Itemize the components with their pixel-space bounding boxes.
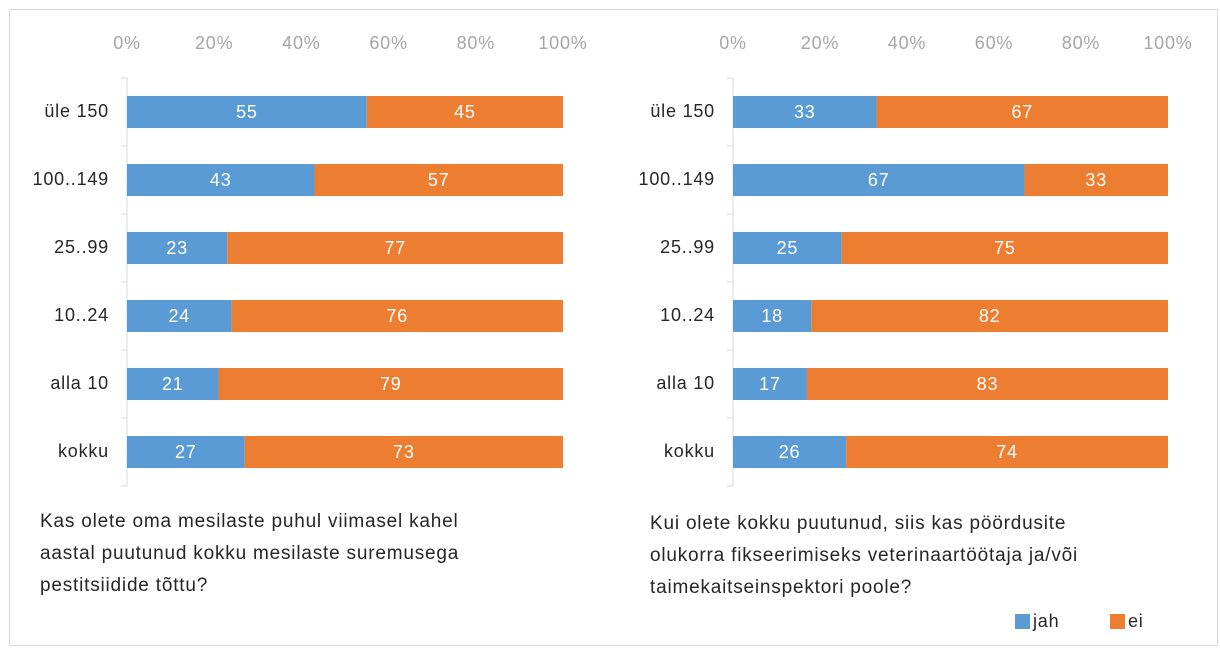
x-tick-label: 100%: [1143, 33, 1192, 53]
chart-title: Kas olete oma mesilaste puhul viimasel k…: [40, 511, 459, 532]
y-tick-label: üle 150: [44, 101, 109, 121]
bar-segment: [244, 436, 563, 468]
bar-segment: [227, 232, 563, 264]
bar-segment: [127, 368, 219, 400]
value-label: 33: [1085, 170, 1107, 190]
bar-segment: [127, 164, 315, 196]
bar-segment: [733, 164, 1025, 196]
y-tick-label: alla 10: [50, 373, 109, 393]
x-tick-label: 100%: [538, 33, 587, 53]
x-tick-label: 0%: [113, 33, 141, 53]
value-label: 45: [454, 102, 476, 122]
bar-segment: [314, 164, 563, 196]
x-tick-label: 20%: [801, 33, 839, 53]
value-label: 55: [236, 102, 258, 122]
y-tick-label: 25..99: [660, 237, 715, 257]
bar-segment: [846, 436, 1168, 468]
value-label: 43: [210, 170, 232, 190]
value-label: 24: [169, 306, 191, 326]
bar-segment: [366, 96, 563, 128]
chart-title: olukorra fikseerimiseks veterinaartöötaj…: [650, 545, 1078, 566]
legend-swatch: [1015, 614, 1030, 629]
value-label: 82: [979, 306, 1001, 326]
value-label: 76: [387, 306, 409, 326]
bar-segment: [733, 300, 812, 332]
legend-swatch: [1110, 614, 1125, 629]
y-tick-label: 100..149: [639, 169, 715, 189]
bar-segment: [841, 232, 1168, 264]
y-tick-label: 10..24: [54, 305, 109, 325]
bar-segment: [127, 232, 228, 264]
x-tick-label: 20%: [195, 33, 233, 53]
bar-segment: [733, 96, 877, 128]
value-label: 18: [761, 306, 783, 326]
value-label: 74: [996, 442, 1018, 462]
value-label: 17: [759, 374, 781, 394]
bar-segment: [876, 96, 1168, 128]
legend-label: ei: [1128, 611, 1144, 631]
y-tick-label: alla 10: [656, 373, 715, 393]
x-tick-label: 40%: [888, 33, 926, 53]
value-label: 83: [977, 374, 999, 394]
x-tick-label: 80%: [457, 33, 495, 53]
bar-segment: [231, 300, 563, 332]
x-tick-label: 60%: [975, 33, 1013, 53]
y-tick-label: kokku: [58, 441, 109, 461]
value-label: 26: [779, 442, 801, 462]
bar-segment: [1024, 164, 1168, 196]
legend-label: jah: [1032, 611, 1059, 631]
y-tick-label: 100..149: [33, 169, 109, 189]
y-tick-label: üle 150: [650, 101, 715, 121]
chart-title: taimekaitseinspektori poole?: [650, 577, 912, 598]
bar-segment: [811, 300, 1168, 332]
value-label: 75: [994, 238, 1016, 258]
value-label: 25: [777, 238, 799, 258]
chart-title: pestitsiidide tõttu?: [40, 575, 208, 596]
bar-segment: [806, 368, 1168, 400]
value-label: 67: [1011, 102, 1033, 122]
chart-title: aastal puutunud kokku mesilaste suremuse…: [40, 543, 459, 564]
x-tick-label: 0%: [719, 33, 747, 53]
value-label: 23: [166, 238, 188, 258]
bar-segment: [733, 368, 807, 400]
bar-segment: [127, 300, 232, 332]
value-label: 57: [428, 170, 450, 190]
value-label: 77: [384, 238, 406, 258]
bar-segment: [127, 96, 367, 128]
value-label: 67: [868, 170, 890, 190]
x-tick-label: 60%: [369, 33, 407, 53]
y-tick-label: kokku: [664, 441, 715, 461]
y-tick-label: 25..99: [54, 237, 109, 257]
value-label: 79: [380, 374, 402, 394]
value-label: 27: [175, 442, 197, 462]
value-label: 73: [393, 442, 415, 462]
bar-segment: [127, 436, 245, 468]
value-label: 21: [162, 374, 184, 394]
bar-segment: [733, 232, 842, 264]
bar-segment: [218, 368, 563, 400]
x-tick-label: 80%: [1062, 33, 1100, 53]
y-tick-label: 10..24: [660, 305, 715, 325]
bar-segment: [733, 436, 847, 468]
chart-title: Kui olete kokku puutunud, siis kas pöörd…: [650, 513, 1066, 534]
x-tick-label: 40%: [282, 33, 320, 53]
value-label: 33: [794, 102, 816, 122]
